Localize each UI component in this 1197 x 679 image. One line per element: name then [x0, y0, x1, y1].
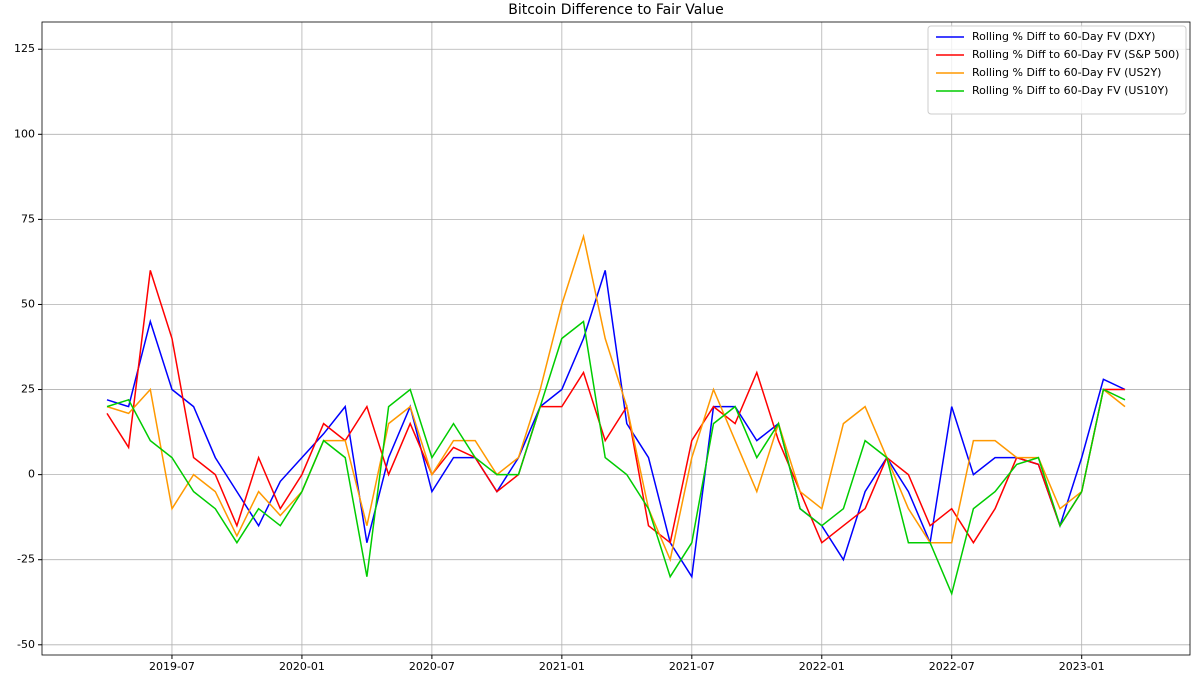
y-tick-label: -25 — [17, 553, 35, 566]
x-tick-label: 2021-01 — [539, 660, 585, 673]
plot-frame — [41, 21, 1191, 656]
y-tick-label: 75 — [21, 212, 35, 225]
legend-label: Rolling % Diff to 60-Day FV (S&P 500) — [972, 48, 1179, 61]
x-tick-label: 2022-01 — [799, 660, 845, 673]
x-tick-label: 2022-07 — [929, 660, 975, 673]
x-tick-label: 2023-01 — [1059, 660, 1105, 673]
x-tick-label: 2020-01 — [279, 660, 325, 673]
x-tick-label: 2021-07 — [669, 660, 715, 673]
y-tick-label: 100 — [14, 127, 35, 140]
y-tick-label: -50 — [17, 638, 35, 651]
y-tick-label: 50 — [21, 297, 35, 310]
y-tick-label: 25 — [21, 383, 35, 396]
grid — [42, 22, 1190, 655]
series-line — [106, 233, 1126, 563]
series-line — [106, 270, 1125, 545]
x-tick-label: 2019-07 — [149, 660, 195, 673]
series-line — [106, 320, 1126, 597]
legend-box — [927, 25, 1187, 115]
legend: Rolling % Diff to 60-Day FV (DXY) Rolling… — [927, 25, 1187, 115]
legend-label: Rolling % Diff to 60-Day FV (US2Y) — [972, 66, 1161, 79]
chart-title: Bitcoin Difference to Fair Value — [508, 2, 723, 18]
legend-label: Rolling % Diff to 60-Day FV (US10Y) — [972, 84, 1168, 97]
series-line — [106, 270, 1126, 579]
y-tick-label: 0 — [28, 468, 35, 481]
legend-label: Rolling % Diff to 60-Day FV (DXY) — [972, 30, 1155, 43]
y-tick-label: 125 — [14, 42, 35, 55]
x-tick-label: 2020-07 — [409, 660, 455, 673]
